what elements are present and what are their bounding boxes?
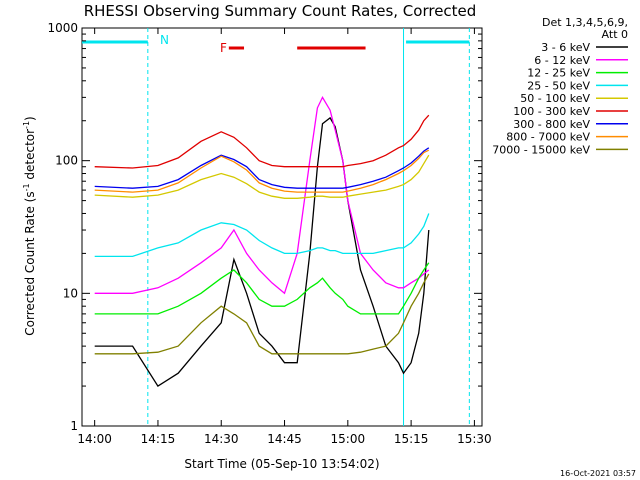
y-tick-label-3: 1000 xyxy=(47,21,78,35)
legend-label-1: 6 - 12 keV xyxy=(534,54,590,67)
attenuator-note: Att 0 xyxy=(602,28,628,41)
series-line-4 xyxy=(94,154,430,199)
x-tick-label-3: 14:45 xyxy=(267,432,302,446)
x-tick-label-4: 15:00 xyxy=(331,432,366,446)
legend-label-5: 100 - 300 keV xyxy=(513,105,590,118)
series-line-1 xyxy=(94,96,430,295)
legend-label-8: 7000 - 15000 keV xyxy=(492,143,590,156)
series-line-6 xyxy=(94,147,430,189)
series-line-3 xyxy=(94,213,430,258)
x-tick-label-2: 14:30 xyxy=(204,432,239,446)
x-axis-label: Start Time (05-Sep-10 13:54:02) xyxy=(184,457,379,471)
series-line-0 xyxy=(94,116,430,387)
legend-label-2: 12 - 25 keV xyxy=(527,67,590,80)
plot-frame xyxy=(81,27,483,427)
series-line-8 xyxy=(94,273,430,355)
detector-note: Det 1,3,4,5,6,9, xyxy=(542,16,628,29)
legend-label-3: 25 - 50 keV xyxy=(527,79,590,92)
x-tick-label-5: 15:15 xyxy=(394,432,429,446)
x-tick-label-6: 15:30 xyxy=(457,432,492,446)
legend-label-7: 800 - 7000 keV xyxy=(506,131,590,144)
x-tick-label-0: 14:00 xyxy=(77,432,112,446)
legend-label-0: 3 - 6 keV xyxy=(541,41,590,54)
legend-label-4: 50 - 100 keV xyxy=(520,92,590,105)
x-tick-label-1: 14:15 xyxy=(141,432,176,446)
flare-flag-label: F xyxy=(220,41,227,55)
y-tick-label-0: 1 xyxy=(70,419,78,433)
chart-title: RHESSI Observing Summary Count Rates, Co… xyxy=(84,2,477,20)
series-line-7 xyxy=(94,149,430,193)
y-tick-label-1: 10 xyxy=(63,286,78,300)
y-tick-label-2: 100 xyxy=(55,154,78,168)
series-line-2 xyxy=(94,262,430,315)
legend-label-6: 300 - 800 keV xyxy=(513,118,590,131)
night-flag-label: N xyxy=(160,33,169,47)
timestamp: 16-Oct-2021 03:57 xyxy=(560,469,636,478)
series-line-5 xyxy=(94,114,430,169)
y-axis-label: Corrected Count Rate (s-1 detector-1) xyxy=(22,116,37,335)
